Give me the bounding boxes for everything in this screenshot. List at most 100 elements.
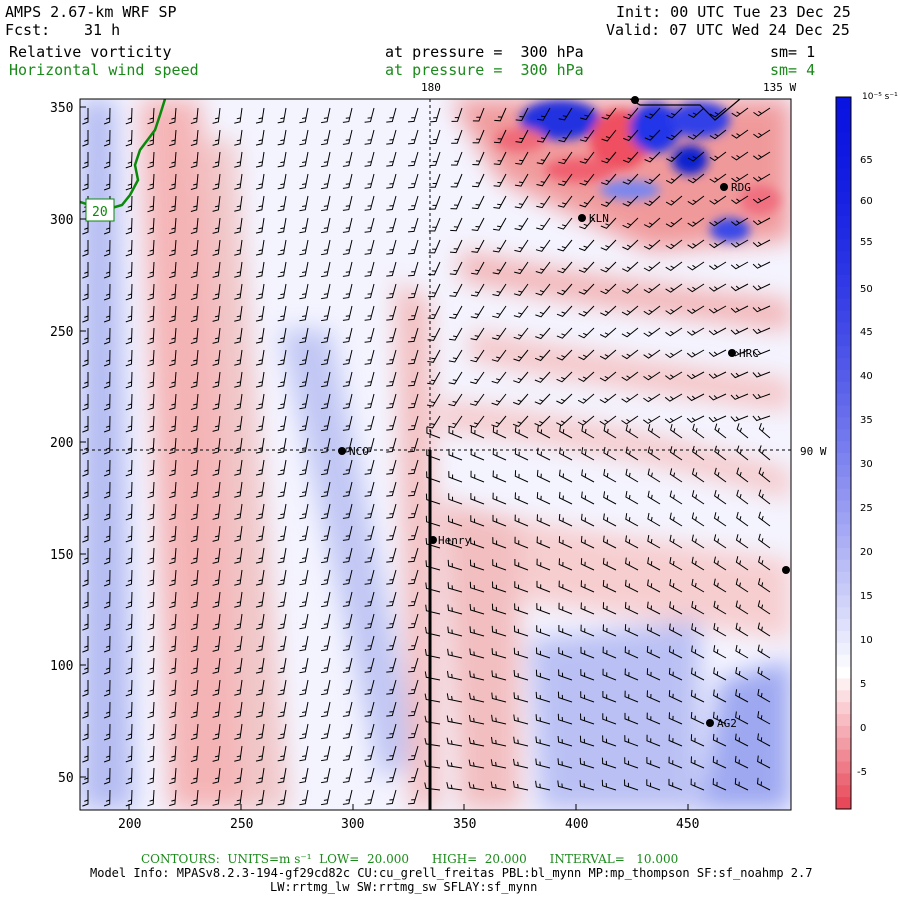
wind-barb [557, 780, 573, 791]
wind-barb [386, 239, 397, 255]
wind-barb [212, 437, 221, 454]
wind-barb [386, 503, 397, 519]
wind-barb [450, 151, 463, 166]
wind-barb [426, 427, 441, 439]
wind-barb [558, 107, 573, 121]
wind-barb [450, 217, 463, 232]
wind-barb [581, 425, 595, 439]
wind-barb [299, 767, 309, 784]
wind-barb [407, 415, 419, 431]
x-tick-label: 200 [118, 817, 141, 832]
wind-barb [364, 525, 375, 541]
wind-barb [580, 558, 595, 571]
wind-barb [578, 305, 595, 317]
colorbar-label: 25 [860, 503, 873, 514]
wind-barb [578, 327, 595, 339]
wind-barb [407, 657, 419, 673]
wind-barb [277, 657, 287, 674]
wind-barb [212, 371, 221, 388]
wind-barb [534, 371, 551, 383]
wind-barb [299, 151, 309, 168]
wind-barb [321, 415, 331, 432]
wind-barb [513, 714, 529, 725]
wind-barb [712, 778, 727, 791]
wind-barb [493, 129, 507, 144]
wind-barb [255, 327, 265, 344]
wind-barb [407, 591, 419, 607]
wind-barb [103, 437, 111, 455]
wind-barb [579, 757, 595, 769]
wind-barb [691, 601, 705, 615]
wind-barb [255, 767, 265, 784]
wind-barb [691, 556, 705, 571]
wind-barb [125, 371, 133, 389]
wind-barb [190, 327, 199, 344]
wind-barb [103, 327, 111, 345]
wind-barb [757, 733, 771, 747]
field1-name: Relative vorticity [9, 43, 172, 61]
wind-barb [534, 415, 551, 427]
wind-barb [169, 283, 177, 301]
wind-barb [364, 767, 375, 783]
wind-barb [364, 239, 375, 255]
wind-barb [429, 129, 441, 145]
wind-barb [364, 547, 375, 563]
wind-barb [299, 129, 309, 146]
wind-barb [125, 173, 133, 191]
wind-barb [321, 129, 331, 146]
wind-barb [691, 623, 705, 637]
wind-barb [386, 635, 397, 651]
wind-barb [407, 613, 419, 629]
wind-barb [624, 646, 639, 659]
wind-barb [125, 789, 133, 807]
wind-barb [147, 415, 155, 433]
colorbar-cell [836, 571, 851, 585]
wind-barb [580, 602, 595, 615]
wind-barb [407, 217, 419, 233]
wind-barb [169, 745, 177, 763]
wind-barb [386, 723, 397, 739]
station-marker [631, 96, 639, 104]
wind-barb [603, 424, 617, 439]
wind-barb [234, 437, 243, 454]
wind-barb [386, 415, 397, 431]
wind-barb [364, 371, 375, 387]
wind-barb [190, 217, 199, 234]
wind-barb [514, 239, 529, 253]
wind-barb [147, 525, 155, 543]
wind-barb [513, 736, 529, 747]
wind-barb [713, 689, 727, 703]
colorbar-cell [836, 108, 851, 122]
wind-barb [579, 780, 595, 791]
colorbar-cell [836, 631, 851, 644]
wind-barb [212, 217, 221, 234]
wind-barb [514, 603, 529, 615]
wind-barb [255, 723, 265, 740]
wind-barb [234, 547, 243, 564]
wind-barb [559, 425, 573, 439]
wind-barb [580, 624, 595, 637]
wind-barb [709, 151, 727, 162]
wind-barb [342, 569, 353, 585]
wind-barb [601, 173, 617, 186]
wind-barb [450, 195, 463, 210]
wind-barb [515, 151, 529, 165]
wind-barb [299, 745, 309, 762]
wind-barb [169, 657, 177, 675]
wind-barb [536, 151, 551, 165]
wind-barb [736, 467, 749, 483]
wind-barb [364, 723, 375, 739]
wind-barb [103, 415, 111, 433]
wind-barb [714, 467, 727, 483]
wind-barb [537, 425, 551, 439]
x-tick-label: 250 [230, 817, 253, 832]
wind-barb [103, 679, 111, 697]
wind-barb [643, 415, 661, 425]
colorbar-cell [836, 120, 851, 134]
wind-barb [212, 107, 221, 124]
wind-barb [558, 647, 573, 659]
wind-barb [299, 679, 309, 696]
wind-barb [103, 283, 111, 301]
wind-barb [407, 261, 419, 277]
wind-barb [647, 468, 661, 483]
